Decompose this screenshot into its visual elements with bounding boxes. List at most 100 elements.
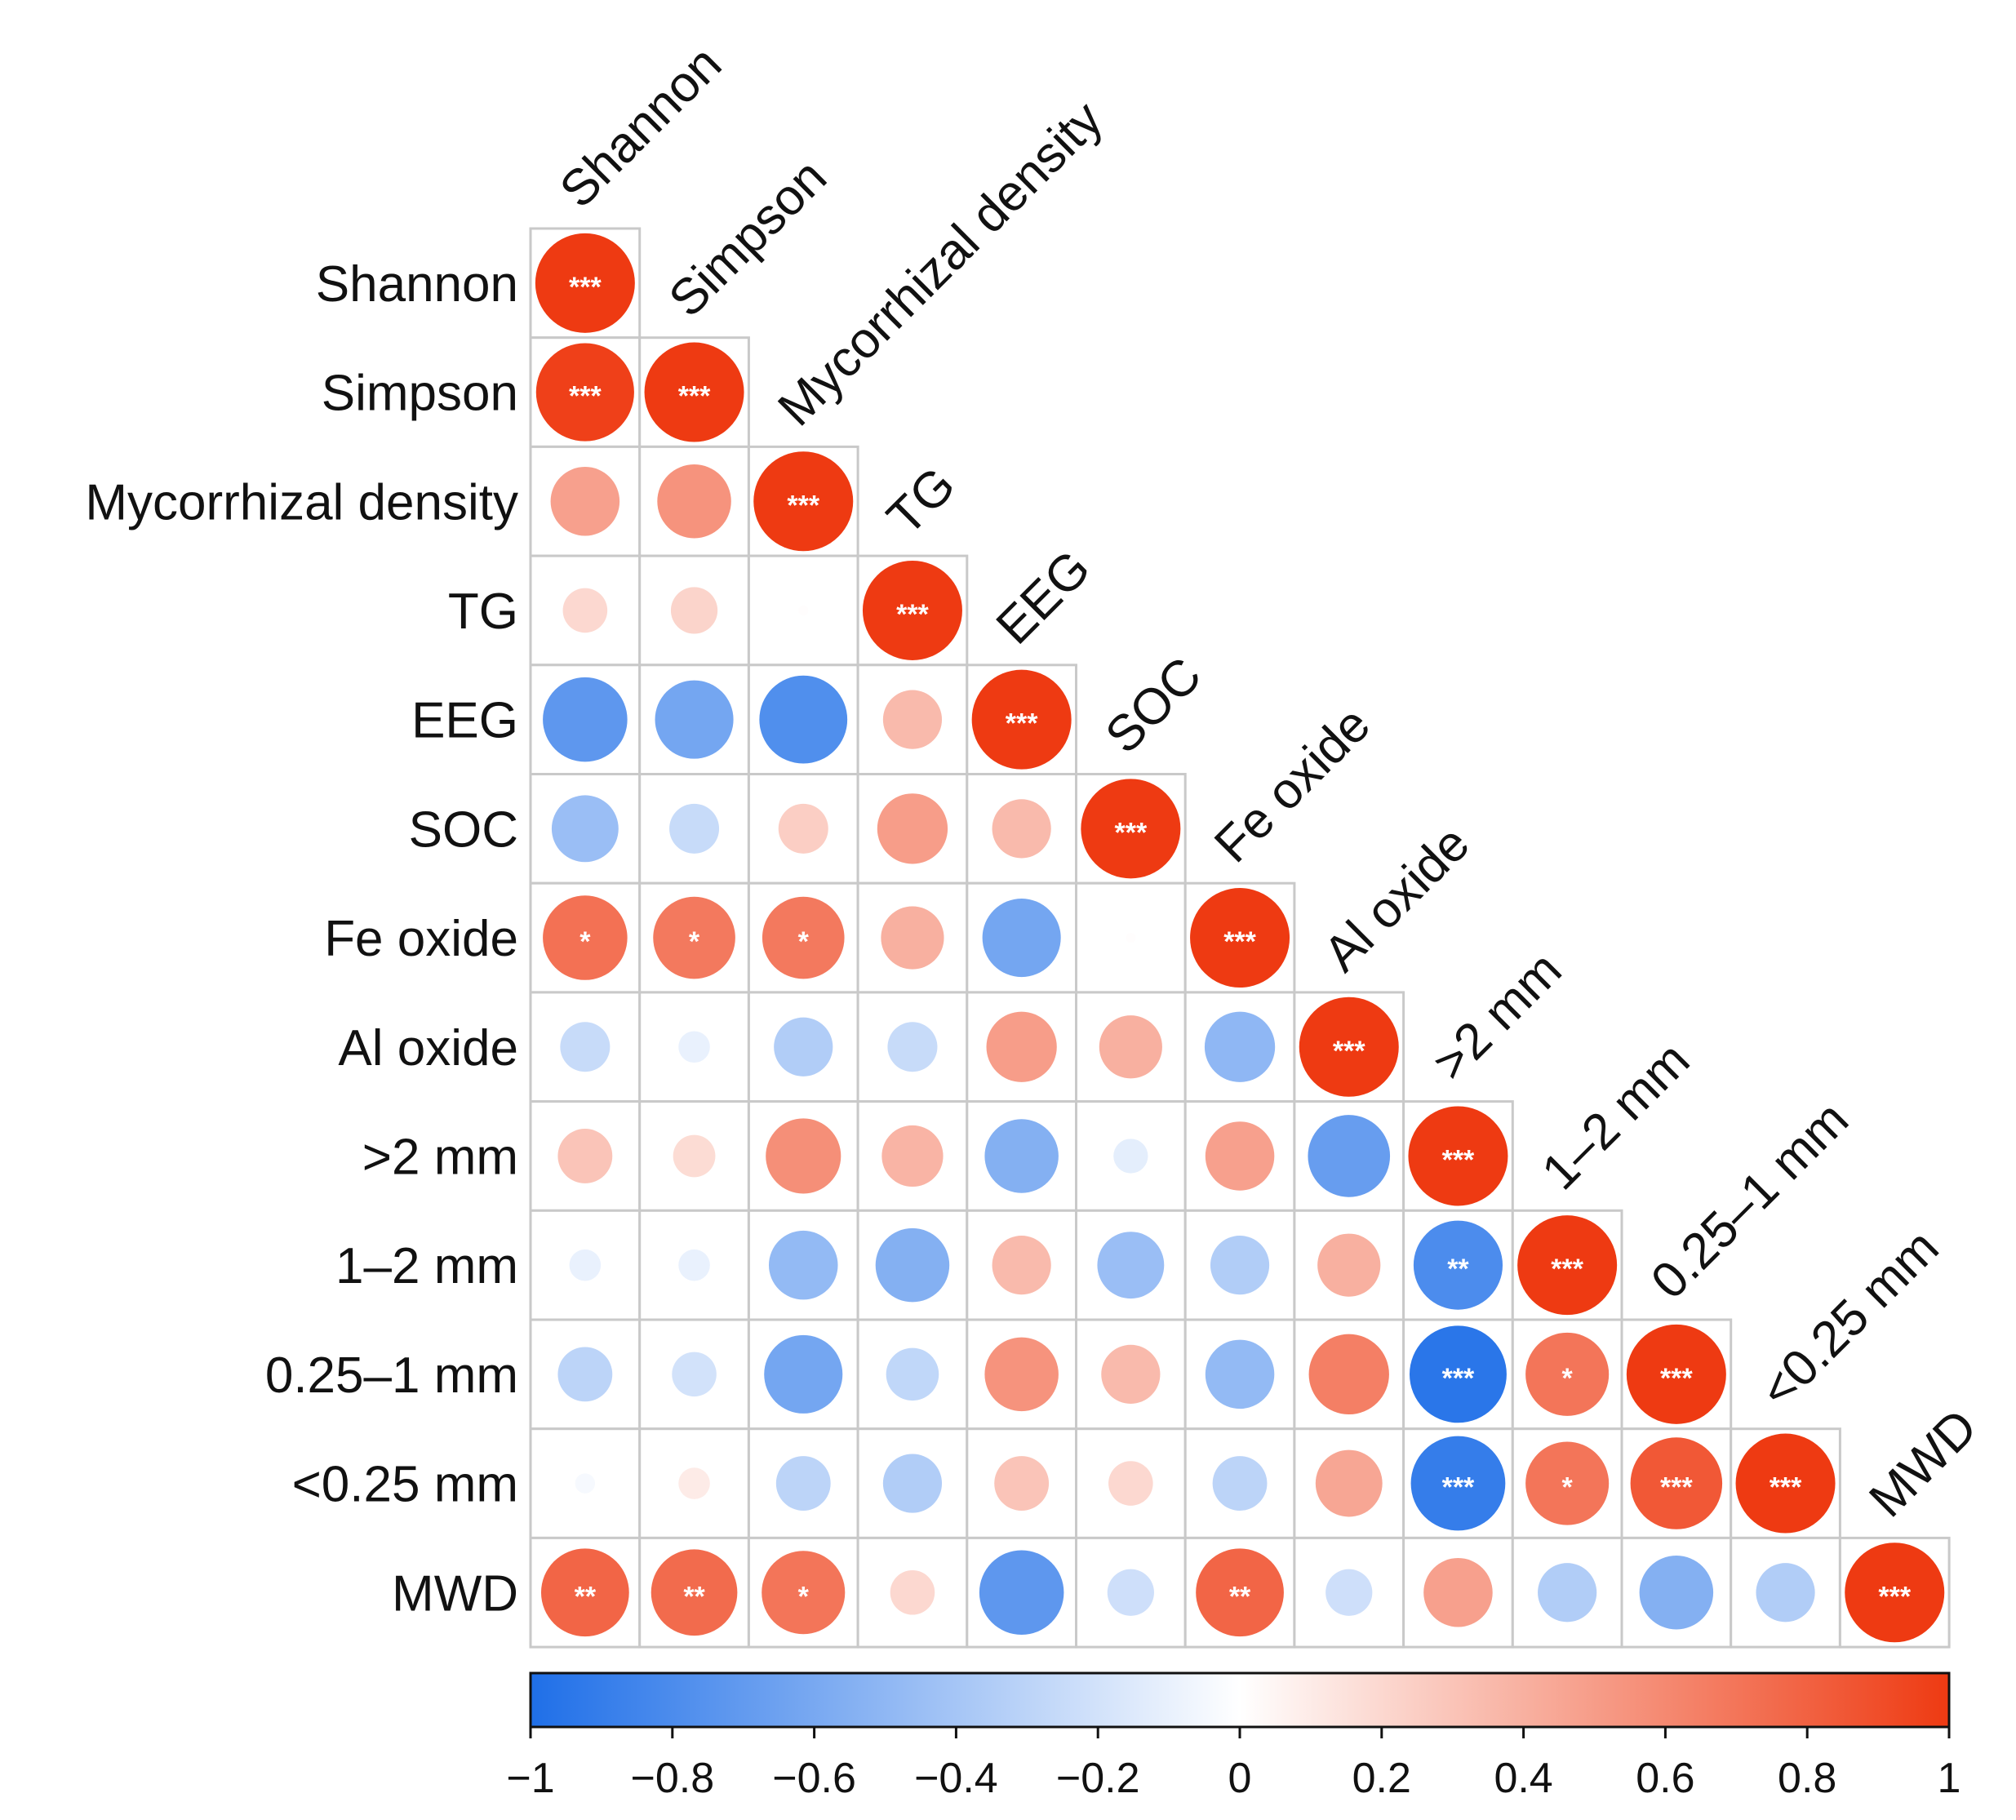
colorbar-tick-label: −0.8 (630, 1755, 714, 1802)
correlation-circle (986, 1011, 1057, 1082)
significance-marker: *** (1878, 1581, 1911, 1612)
correlation-circle (557, 1129, 613, 1183)
correlation-circle (1126, 932, 1136, 943)
correlation-circle (1413, 1220, 1503, 1310)
significance-marker: * (1562, 1363, 1574, 1394)
correlation-circle (762, 1551, 846, 1635)
correlation-circle (540, 1548, 629, 1637)
correlation-circle (1308, 1115, 1391, 1197)
correlation-circle (1410, 1436, 1506, 1531)
correlation-circle (655, 680, 734, 759)
correlation-circle (778, 803, 828, 854)
correlation-circle (678, 1249, 710, 1281)
correlation-circle (557, 1347, 613, 1402)
significance-marker: *** (1442, 1144, 1475, 1175)
correlation-circle (1204, 1011, 1276, 1082)
correlation-circle (678, 1031, 710, 1063)
column-label: EEG (986, 539, 1101, 655)
colorbar-tick-label: 0.6 (1636, 1755, 1694, 1802)
correlation-circle (1099, 1015, 1162, 1079)
colorbar-tick-label: 0.4 (1494, 1755, 1552, 1802)
correlation-circle (881, 906, 944, 970)
colorbar-tick-label: −0.6 (772, 1755, 856, 1802)
significance-marker: * (579, 926, 591, 957)
correlation-circle (657, 464, 731, 539)
row-label: SOC (409, 801, 518, 858)
correlation-circle (984, 1337, 1059, 1412)
correlation-circle (1626, 1324, 1726, 1424)
significance-marker: * (689, 926, 700, 957)
correlation-circle (1108, 1461, 1153, 1506)
correlation-circle (984, 1119, 1059, 1193)
correlation-circle (1212, 1456, 1268, 1511)
significance-marker: ** (683, 1581, 705, 1612)
correlation-circle (560, 1022, 611, 1072)
column-label: 1–2 mm (1531, 1032, 1700, 1201)
correlation-circle (669, 803, 720, 854)
correlation-circle (881, 1125, 944, 1187)
correlation-circle (1517, 1215, 1618, 1316)
correlation-circle (1525, 1441, 1610, 1525)
correlation-circle (550, 466, 620, 536)
correlation-circle (766, 1118, 841, 1194)
correlation-circle (886, 1347, 939, 1401)
correlation-circle (1408, 1106, 1508, 1206)
row-label: 1–2 mm (335, 1238, 518, 1294)
correlation-circle (1205, 1339, 1275, 1409)
correlation-circle (994, 1456, 1050, 1511)
colorbar-tick-label: 1 (1938, 1755, 1961, 1802)
correlation-circle (1735, 1433, 1836, 1534)
significance-marker: ** (575, 1581, 597, 1612)
correlation-circle (1630, 1437, 1723, 1529)
correlation-circle (543, 895, 628, 980)
colorbar-tick-label: −1 (506, 1755, 554, 1802)
column-label: >2 mm (1423, 941, 1573, 1091)
correlation-circle (1205, 1121, 1275, 1191)
significance-marker: *** (896, 599, 929, 630)
column-label: TG (877, 456, 966, 546)
colorbar-tick-label: 0.2 (1352, 1755, 1411, 1802)
correlation-circle (762, 896, 845, 979)
correlation-circle (877, 793, 948, 864)
correlation-circle (1113, 1139, 1148, 1174)
correlation-circle (1525, 1332, 1610, 1416)
row-label: Fe oxide (324, 911, 518, 967)
correlation-circle (887, 1022, 938, 1072)
significance-marker: *** (1114, 817, 1147, 848)
column-label: Al oxide (1313, 815, 1481, 983)
correlation-circle (768, 1230, 838, 1300)
colorbar-gradient (531, 1673, 1949, 1727)
correlation-circle (672, 1352, 717, 1397)
correlation-circle (798, 605, 809, 616)
correlation-circle (890, 1569, 935, 1615)
colorbar-tick-label: −0.2 (1056, 1755, 1140, 1802)
significance-marker: *** (569, 381, 602, 412)
correlation-circle (1845, 1543, 1945, 1643)
correlation-circle (644, 342, 744, 442)
grid-cell (529, 554, 642, 667)
row-label: Al oxide (338, 1020, 518, 1076)
correlation-circle (678, 1467, 710, 1499)
correlation-circle (971, 669, 1072, 770)
correlation-circle (1097, 1232, 1165, 1299)
column-label: Mycorrhizal density (767, 91, 1113, 437)
correlation-circle (982, 899, 1061, 978)
significance-marker: *** (678, 381, 711, 412)
correlation-circle (1325, 1569, 1373, 1616)
row-labels: Shannon Simpson Mycorrhizal density TG EEG SO… (85, 256, 518, 1622)
column-label: MWD (1858, 1399, 1987, 1528)
correlation-circle (535, 233, 635, 333)
row-label: Simpson (322, 366, 518, 422)
correlation-circle (882, 690, 943, 749)
correlation-circle (759, 675, 848, 764)
correlation-grid: ****** **************** * * *********** *****… (529, 227, 1951, 1649)
correlation-circle (764, 1334, 843, 1414)
row-label: EEG (411, 693, 518, 749)
correlation-circle (1639, 1556, 1714, 1630)
correlation-circle (1210, 1236, 1270, 1295)
correlation-circle (535, 343, 634, 442)
colorbar-tick-label: 0 (1228, 1755, 1252, 1802)
row-label: 0.25–1 mm (265, 1347, 518, 1404)
correlation-circle (1308, 1334, 1389, 1415)
